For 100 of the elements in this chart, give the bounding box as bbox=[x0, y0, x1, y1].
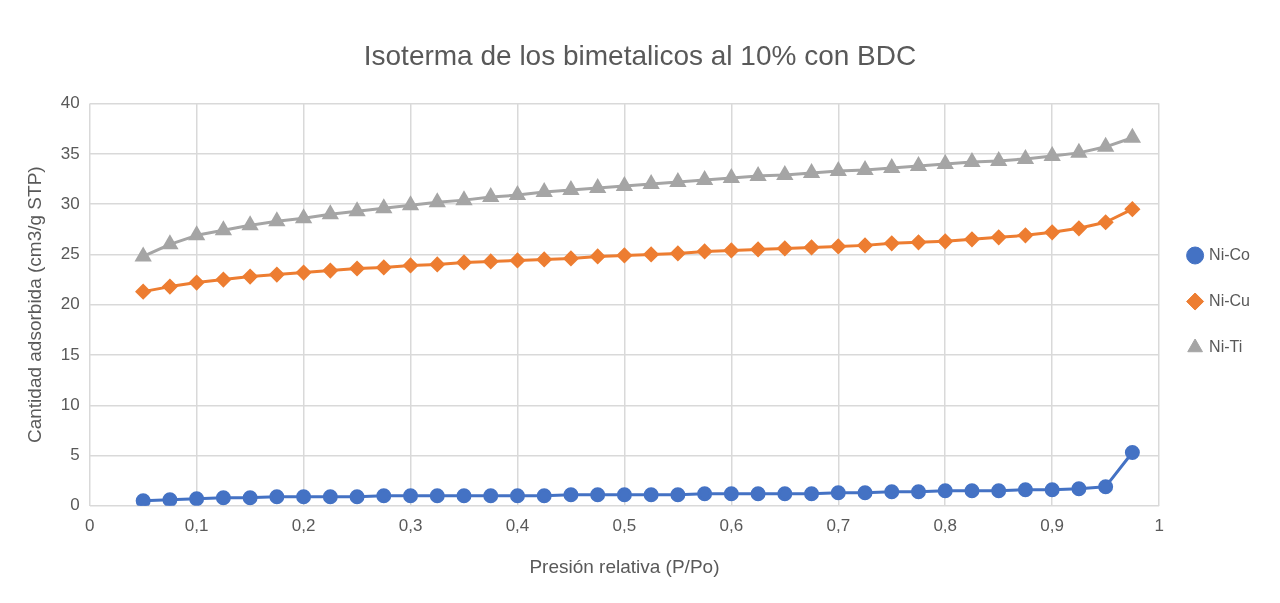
point bbox=[616, 177, 632, 192]
x-tick-label: 0,6 bbox=[719, 515, 744, 535]
point bbox=[804, 239, 820, 255]
y-tick-label: 0 bbox=[70, 495, 80, 515]
point bbox=[1071, 220, 1087, 236]
point bbox=[322, 263, 338, 279]
point bbox=[590, 487, 606, 503]
point bbox=[910, 234, 926, 250]
point bbox=[777, 166, 793, 180]
point bbox=[429, 488, 445, 504]
point bbox=[616, 247, 632, 263]
point bbox=[483, 488, 499, 504]
point bbox=[162, 235, 178, 250]
point bbox=[964, 483, 980, 499]
y-tick-label: 30 bbox=[60, 193, 80, 213]
point bbox=[777, 240, 793, 256]
x-tick-label: 0,4 bbox=[505, 515, 530, 535]
point bbox=[509, 186, 526, 201]
legend-label: Ni-Co bbox=[1209, 245, 1251, 263]
point bbox=[910, 157, 927, 171]
y-tick-label: 15 bbox=[60, 344, 80, 364]
point bbox=[536, 488, 552, 504]
point bbox=[563, 181, 579, 196]
x-tick-label: 0,7 bbox=[826, 515, 851, 535]
point bbox=[563, 250, 579, 266]
point bbox=[1017, 227, 1033, 243]
point bbox=[296, 209, 312, 224]
x-tick-label: 0,9 bbox=[1040, 515, 1064, 535]
point bbox=[322, 205, 338, 220]
point bbox=[509, 488, 525, 504]
point bbox=[643, 175, 659, 190]
point bbox=[509, 252, 525, 268]
point bbox=[1017, 482, 1033, 498]
legend-label: Ni-Cu bbox=[1209, 291, 1250, 309]
point bbox=[215, 272, 231, 288]
point bbox=[616, 487, 632, 503]
point bbox=[964, 231, 980, 247]
point bbox=[135, 284, 151, 300]
point bbox=[1098, 214, 1114, 230]
chart-title: Isoterma de los bimetalicos al 10% con BDC bbox=[363, 39, 917, 71]
point bbox=[456, 191, 472, 206]
point bbox=[804, 486, 820, 502]
point bbox=[1071, 481, 1087, 497]
point bbox=[884, 484, 900, 500]
point bbox=[135, 247, 151, 262]
point bbox=[349, 261, 365, 276]
point bbox=[670, 487, 686, 503]
point bbox=[563, 487, 579, 503]
point bbox=[429, 256, 445, 272]
x-tick-label: 0,2 bbox=[291, 515, 316, 535]
point bbox=[750, 486, 766, 502]
point bbox=[991, 483, 1007, 499]
point bbox=[403, 488, 419, 504]
point bbox=[215, 221, 231, 236]
point bbox=[964, 153, 980, 167]
x-tick-label: 0,5 bbox=[612, 515, 637, 535]
point bbox=[643, 246, 659, 262]
y-tick-label: 5 bbox=[70, 445, 80, 465]
point bbox=[830, 485, 846, 501]
point bbox=[349, 489, 365, 505]
x-tick-label: 0,3 bbox=[398, 515, 423, 535]
point bbox=[483, 188, 499, 203]
point bbox=[991, 152, 1007, 166]
point bbox=[643, 487, 659, 503]
point bbox=[910, 484, 926, 500]
point bbox=[135, 493, 151, 506]
point bbox=[376, 488, 392, 504]
point bbox=[402, 196, 419, 211]
y-tick-label: 25 bbox=[60, 244, 80, 264]
point bbox=[803, 164, 820, 178]
point bbox=[189, 275, 205, 291]
point bbox=[1124, 201, 1140, 217]
point bbox=[483, 253, 499, 269]
legend-label: Ni-Ti bbox=[1209, 337, 1243, 355]
point bbox=[750, 241, 766, 257]
point bbox=[1044, 224, 1060, 240]
point bbox=[991, 229, 1007, 245]
point bbox=[456, 488, 472, 504]
point bbox=[296, 265, 312, 281]
point bbox=[1017, 150, 1033, 164]
point bbox=[857, 485, 873, 501]
point bbox=[376, 199, 392, 214]
point bbox=[723, 169, 739, 184]
point bbox=[162, 279, 178, 295]
point bbox=[269, 212, 285, 227]
y-tick-label: 10 bbox=[60, 394, 80, 414]
point bbox=[723, 486, 739, 502]
y-tick-label: 40 bbox=[60, 93, 80, 113]
point bbox=[750, 167, 766, 181]
point bbox=[1044, 147, 1060, 161]
x-tick-label: 0,8 bbox=[933, 515, 958, 535]
point bbox=[269, 267, 285, 283]
point bbox=[1098, 479, 1114, 495]
point bbox=[937, 155, 953, 169]
point bbox=[590, 179, 606, 194]
point bbox=[242, 490, 258, 506]
point bbox=[242, 216, 258, 231]
point bbox=[670, 245, 686, 261]
point bbox=[670, 173, 686, 188]
point bbox=[697, 171, 713, 186]
